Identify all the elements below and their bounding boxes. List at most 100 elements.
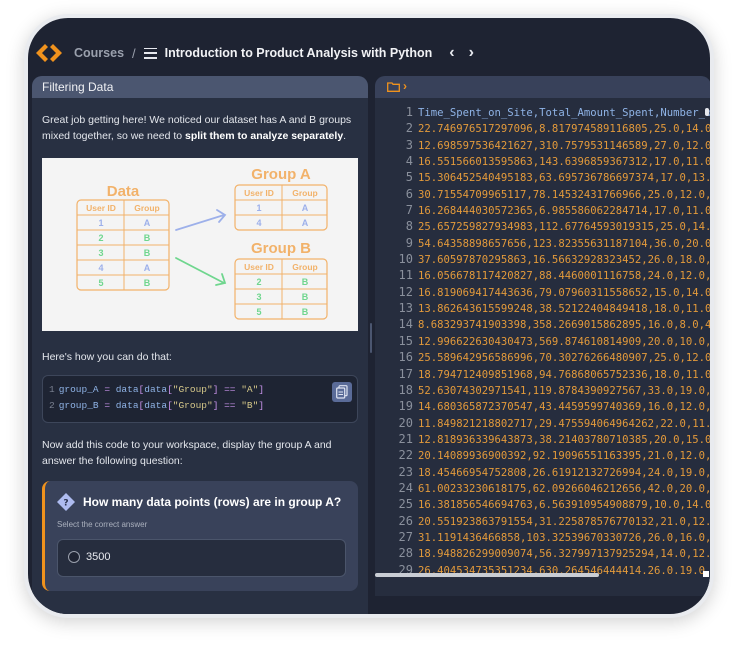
table-cell: B — [302, 292, 309, 302]
code-token: ] — [212, 384, 219, 395]
line-text: 12.698597536421627,310.7579531146589,27.… — [418, 139, 710, 152]
question-hint: Select the correct answer — [57, 520, 148, 529]
table-title: Group B — [251, 240, 311, 257]
question-icon: ? — [57, 493, 75, 511]
line-text: 12.818936339643873,38.21403780710385,20.… — [418, 433, 710, 446]
line-number: 28 — [398, 546, 413, 561]
line-number: 13 — [398, 301, 413, 316]
breadcrumb-courses[interactable]: Courses — [74, 46, 125, 60]
column-header: User ID — [244, 188, 274, 198]
chevron-right-icon[interactable]: › — [403, 79, 407, 93]
instruction-text: Now add this code to your workspace, dis… — [42, 439, 332, 467]
column-header: Group — [292, 188, 318, 198]
next-button[interactable]: › — [468, 44, 474, 61]
table-cell: A — [302, 203, 309, 213]
folder-icon[interactable] — [387, 82, 400, 92]
previous-button[interactable]: ‹ — [449, 44, 455, 61]
arrow-to-group-a — [175, 209, 227, 231]
code-token: == — [218, 384, 242, 395]
line-text: 26.404534735351234,630.264546444414,26.0… — [418, 564, 710, 574]
logo-icon[interactable] — [36, 43, 62, 63]
code-line: 17 18.794712409851968,94.76868065752336,1… — [375, 366, 710, 382]
line-number: 23 — [398, 464, 413, 479]
breadcrumb-separator: / — [132, 45, 136, 61]
code-line: 23 18.45466954752808,26.61912132726994,24… — [375, 464, 710, 480]
line-number: 2 — [405, 121, 413, 136]
howto-text: Here's how you can do that: — [42, 351, 172, 363]
line-text: 54.64358898657656,123.82355631187104,36.… — [418, 237, 710, 250]
table-cell: B — [144, 278, 151, 288]
line-number: 14 — [398, 317, 413, 332]
resize-corner — [703, 571, 709, 577]
radio-button[interactable] — [68, 551, 80, 563]
code-token: ] — [258, 400, 265, 411]
code-token: [ — [138, 384, 145, 395]
line-text: 12.996622630430473,569.874610814909,20.0… — [418, 335, 710, 348]
line-text: 20.14089936900392,92.19096551163395,21.0… — [418, 450, 710, 463]
lesson-tab-title: Filtering Data — [32, 76, 368, 98]
table-cell: 5 — [256, 307, 261, 317]
line-number: 29 — [398, 562, 413, 574]
line-text: 16.268444030572365,6.985586062284714,17.… — [418, 205, 710, 218]
code-token: group_A — [58, 384, 99, 395]
code-line: 22 20.14089936900392,92.19096551163395,21… — [375, 447, 710, 463]
answer-option[interactable]: 3500 — [57, 539, 346, 577]
intro-text-plain: Great job getting here! We noticed our d… — [42, 114, 352, 142]
line-number: 17 — [398, 366, 413, 381]
code-line: 13 13.862643615599248,38.52122404849418,1… — [375, 300, 710, 316]
code-token: "B" — [241, 400, 259, 411]
table-title: Group A — [251, 166, 311, 183]
table-cell: 1 — [98, 218, 103, 228]
menu-icon[interactable] — [143, 47, 157, 59]
split-diagram: Data User ID Group 1 A 2 B 3 B 4 A 5 B Group A User ID… — [42, 158, 358, 331]
code-token: group_B — [58, 400, 99, 411]
table-cell: 5 — [98, 278, 103, 288]
csv-editor[interactable]: 1 Time_Spent_on_Site,Total_Amount_Spent,N… — [375, 104, 710, 574]
code-line: 3 12.698597536421627,310.7579531146589,27… — [375, 137, 710, 153]
line-text: 16.551566013595863,143.6396859367312,17.… — [418, 156, 710, 169]
table-cell: 2 — [98, 233, 103, 243]
line-number: 26 — [398, 513, 413, 528]
intro-text: Great job getting here! We noticed our d… — [42, 112, 358, 144]
code-line: 19 14.680365872370547,43.4459599740369,16… — [375, 398, 710, 414]
line-number: 24 — [398, 480, 413, 495]
table-cell: A — [302, 218, 309, 228]
code-line: 9 54.64358898657656,123.82355631187104,36… — [375, 235, 710, 251]
line-text: 14.680365872370547,43.4459599740369,16.0… — [418, 401, 710, 414]
code-token: = — [98, 384, 116, 395]
code-token: [ — [167, 400, 173, 411]
line-text: 18.45466954752808,26.61912132726994,24.0… — [418, 466, 710, 479]
intro-text-bold: split them to analyze separately — [185, 130, 344, 142]
line-text: 18.948826299009074,56.327997137925294,14… — [418, 548, 710, 561]
code-token: data — [115, 400, 139, 411]
horizontal-scrollbar[interactable] — [375, 573, 599, 577]
line-number: 27 — [398, 529, 413, 544]
file-breadcrumb-bar: › — [375, 76, 710, 98]
code-line: 16 25.589642956586996,70.30276266480907,2… — [375, 349, 710, 365]
device-frame: Courses / Introduction to Product Analys… — [24, 14, 714, 618]
line-number: 15 — [398, 333, 413, 348]
column-header: User ID — [244, 262, 274, 272]
code-line: 7 16.268444030572365,6.985586062284714,17… — [375, 202, 710, 218]
code-line: 21 12.818936339643873,38.21403780710385,2… — [375, 431, 710, 447]
code-line: 1 Time_Spent_on_Site,Total_Amount_Spent,N… — [375, 104, 710, 120]
code-line: 27 31.1191436466858,103.32539670330726,26… — [375, 529, 710, 545]
code-token: == — [218, 400, 242, 411]
table-cell: 1 — [256, 203, 261, 213]
table-cell: 4 — [256, 218, 261, 228]
code-line: 10 37.60597870295863,16.56632928323452,26… — [375, 251, 710, 267]
arrow-to-group-b — [175, 257, 227, 286]
line-number: 7 — [405, 203, 413, 218]
code-line: 26 20.551923863791554,31.225878576770132,… — [375, 513, 710, 529]
code-line: 18 52.63074302971541,119.8784390927567,33… — [375, 382, 710, 398]
table-cell: 3 — [256, 292, 261, 302]
line-text: 18.794712409851968,94.76868065752336,18.… — [418, 368, 710, 381]
code-line: 24 61.00233230618175,62.09266046212656,42… — [375, 480, 710, 496]
vertical-scrollbar[interactable] — [705, 108, 709, 116]
code-token: "A" — [241, 384, 259, 395]
code-line: 2 group_B = data[data["Group"] == "B"] — [49, 398, 357, 414]
question-text: How many data points (rows) are in group… — [83, 495, 342, 509]
code-token: "Group" — [172, 384, 213, 395]
copy-code-button[interactable] — [332, 382, 352, 402]
panel-resize-handle[interactable] — [370, 323, 372, 353]
